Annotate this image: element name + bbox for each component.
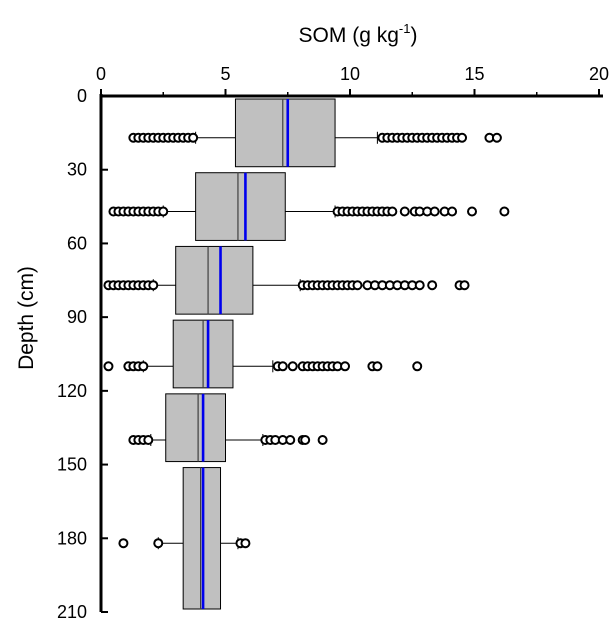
y-tick-label: 0 <box>77 86 87 106</box>
outlier-point <box>412 361 423 372</box>
box-group-1 <box>108 172 510 241</box>
outlier-point <box>491 132 502 143</box>
box-group-2 <box>103 245 470 315</box>
outlier-point <box>138 361 149 372</box>
box-iqr <box>234 98 336 168</box>
y-tick-label: 30 <box>67 160 87 180</box>
y-tick-label: 120 <box>57 381 87 401</box>
outlier-point <box>277 361 288 372</box>
outlier-point <box>499 206 510 217</box>
y-tick-label: 210 <box>57 602 87 619</box>
box-group-0 <box>128 98 502 168</box>
y-tick-label: 180 <box>57 528 87 548</box>
x-tick-label: 0 <box>96 64 106 84</box>
box-iqr <box>165 393 227 463</box>
plot-boxes <box>103 98 510 610</box>
outlier-point <box>372 361 383 372</box>
outlier-point <box>414 280 425 291</box>
outlier-point <box>300 435 311 445</box>
outlier-point <box>429 206 440 217</box>
outlier-point <box>118 538 129 549</box>
x-tick-label: 10 <box>340 64 360 84</box>
outlier-point <box>287 361 298 372</box>
outlier-point <box>467 206 478 217</box>
x-tick-label: 20 <box>589 64 609 84</box>
y-tick-label: 90 <box>67 307 87 327</box>
outlier-point <box>153 538 164 549</box>
outlier-point <box>447 206 458 217</box>
outlier-point <box>240 538 251 549</box>
box-group-3 <box>103 319 423 389</box>
outlier-point <box>352 280 363 291</box>
outlier-point <box>103 361 114 372</box>
outlier-point <box>317 435 328 445</box>
box-iqr <box>195 172 286 241</box>
y-tick-label: 150 <box>57 455 87 475</box>
outlier-point <box>148 280 159 291</box>
y-axis-title: Depth (cm) <box>15 266 38 370</box>
outlier-point <box>399 206 410 217</box>
box-iqr <box>175 245 254 315</box>
outlier-point <box>457 132 468 143</box>
outlier-point <box>387 206 398 217</box>
outlier-point <box>188 132 199 143</box>
box-group-5 <box>118 467 251 610</box>
outlier-point <box>285 435 296 445</box>
outlier-point <box>427 280 438 291</box>
box-group-4 <box>128 393 328 463</box>
x-axis-title: SOM (g kg-1) <box>299 21 418 47</box>
outlier-point <box>340 361 351 372</box>
x-tick-label: 15 <box>464 64 484 84</box>
y-tick-label: 60 <box>67 233 87 253</box>
outlier-point <box>158 206 169 217</box>
outlier-point <box>459 280 470 291</box>
x-tick-label: 5 <box>220 64 230 84</box>
axes: 0 5 10 15 20 0 30 60 90 120 150 180 210 <box>57 64 609 619</box>
outlier-point <box>143 435 154 445</box>
